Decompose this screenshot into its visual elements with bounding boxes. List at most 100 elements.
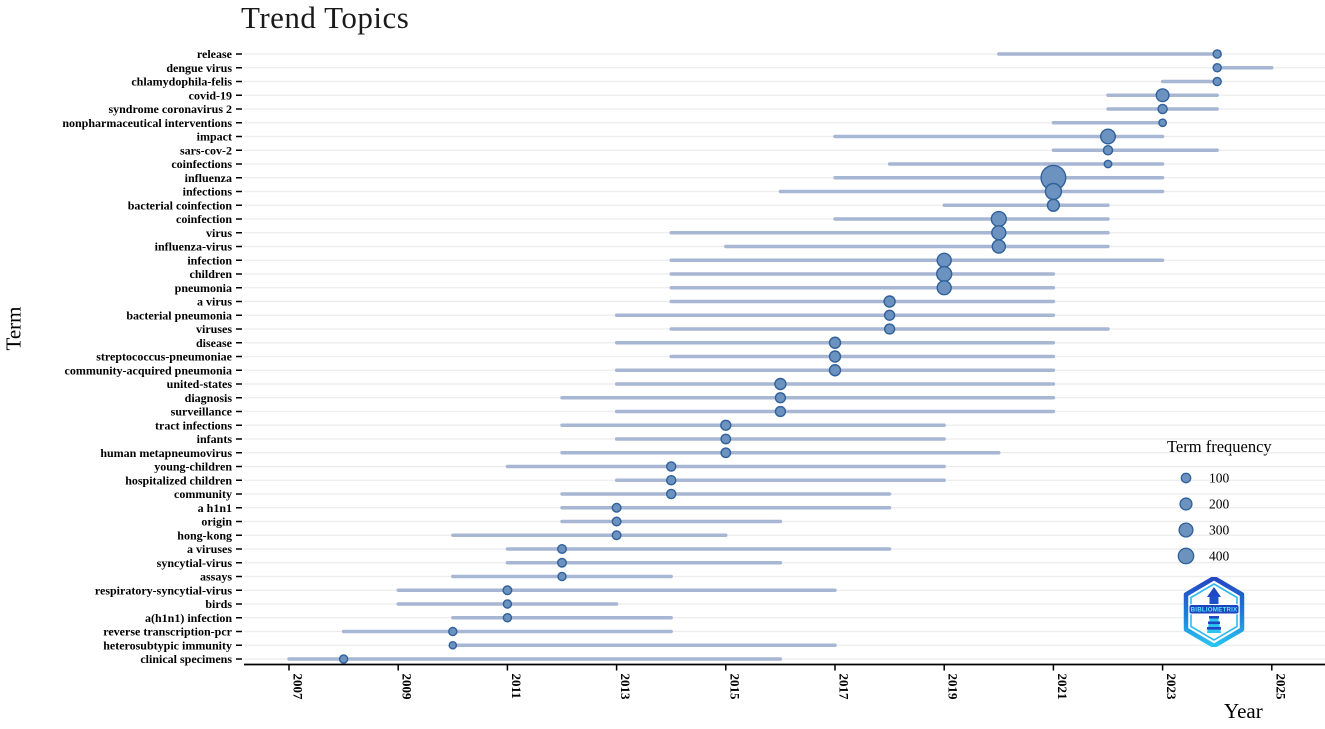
page-title: Trend Topics [241,0,410,35]
term-label: disease [196,336,233,350]
term-frequency-dot [1046,198,1061,212]
term-frequency-dot [611,530,622,541]
term-label: syndrome coronavirus 2 [108,102,232,116]
term-label: bacterial pneumonia [126,308,232,322]
x-tick-label: 2015 [727,674,742,701]
x-tick-label: 2013 [618,674,633,701]
x-tick-label: 2023 [1164,674,1179,701]
term-frequency-dot [1212,63,1222,73]
term-label: dengue virus [166,61,232,75]
term-label: reverse transcription-pcr [103,625,232,639]
term-label: streptococcus-pneumoniae [96,350,232,364]
legend-title: Term frequency [1167,437,1272,456]
term-label: impact [197,130,232,144]
term-frequency-dot [720,419,732,431]
term-frequency-dot [448,640,458,650]
term-label: viruses [196,322,232,336]
term-frequency-dot [991,239,1007,254]
term-frequency-dot [1103,159,1113,169]
term-label: a viruses [187,542,232,556]
bibliometrix-logo: BIBLIOMETRIX [1183,577,1245,647]
legend-size-dot [1178,522,1194,538]
term-label: coinfection [176,212,232,226]
term-label: united-states [167,377,233,391]
term-frequency-dot [665,475,677,486]
term-frequency-dot [1212,76,1222,87]
term-label: hong-kong [177,528,232,542]
term-label: origin [201,515,232,529]
term-label: birds [205,597,232,611]
legend-size-dot [1180,472,1192,484]
term-label: surveillance [171,405,233,419]
term-frequency-dot [1102,145,1114,156]
x-axis-title: Year [1224,699,1263,723]
term-label: chlamydophila-felis [131,75,232,89]
term-frequency-dot [338,654,349,664]
term-label: diagnosis [185,391,233,405]
term-frequency-dot [774,377,787,391]
term-frequency-dot [1157,103,1168,115]
term-label: sars-cov-2 [180,143,232,157]
legend-size-label: 300 [1209,523,1230,538]
term-label: a h1n1 [198,501,232,515]
term-label: infection [187,253,232,267]
term-label: respiratory-syncytial-virus [95,583,232,597]
term-label: infants [197,432,233,446]
term-frequency-dot [1044,182,1063,201]
term-frequency-dot [665,461,677,472]
x-tick-label: 2019 [946,674,961,701]
term-label: influenza [185,171,232,185]
term-frequency-dot [936,252,952,268]
term-label: community [174,487,232,501]
term-label: assays [200,570,232,584]
term-label: infections [183,185,233,199]
term-label: syncytial-virus [157,556,233,570]
term-frequency-dot [1158,118,1168,128]
x-tick-label: 2017 [837,674,852,701]
term-label: nonpharmaceutical interventions [62,116,232,130]
x-tick-label: 2007 [291,674,306,701]
term-frequency-dot [720,447,732,459]
x-tick-label: 2011 [509,674,524,699]
x-tick-label: 2021 [1055,674,1070,700]
term-frequency-dot [883,309,896,321]
term-frequency-dot [448,626,458,637]
term-frequency-dot [990,210,1007,228]
term-label: virus [206,226,232,240]
term-frequency-dot [502,613,513,623]
term-label: release [197,47,233,61]
term-label: community-acquired pneumonia [65,363,232,377]
term-frequency-dot [936,265,953,283]
term-frequency-dot [828,350,842,363]
term-frequency-dot [883,323,896,335]
legend-size-label: 400 [1209,549,1230,564]
term-frequency-dot [991,225,1007,241]
legend-size-dot [1179,497,1193,511]
term-label: clinical specimens [140,652,232,666]
term-frequency-dot [1099,128,1117,145]
term-label: coinfections [171,157,232,171]
term-label: tract infections [155,418,232,432]
term-frequency-dot [828,364,842,377]
term-label: hospitalized children [125,473,232,487]
term-frequency-dot [502,585,513,596]
term-label: influenza-virus [155,240,233,254]
x-tick-label: 2009 [400,674,415,701]
term-frequency-dot [936,280,952,296]
term-label: bacterial coinfection [128,198,233,212]
term-frequency-dot [720,433,732,445]
term-frequency-dot [774,405,787,418]
term-frequency-dot [1212,49,1222,59]
legend-size-label: 100 [1209,471,1230,486]
logo-text: BIBLIOMETRIX [1191,607,1238,614]
term-frequency-dot [883,295,896,308]
term-frequency-dot [502,599,513,609]
term-frequency-dot [611,502,622,513]
term-frequency-dot [557,544,567,554]
legend-size-label: 200 [1209,497,1230,512]
term-frequency-dot [828,336,842,349]
logo-banner: BIBLIOMETRIX [1188,604,1240,615]
term-label: heterosubtypic immunity [103,638,232,652]
